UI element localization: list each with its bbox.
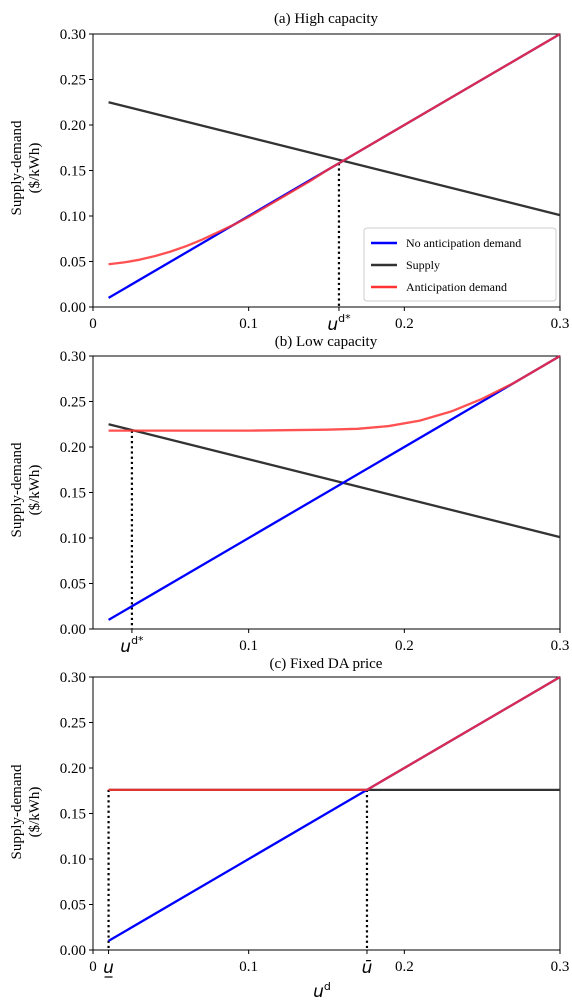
panel-a-ytick-label-3: 0.15 bbox=[60, 164, 86, 180]
panel-a-legend-box bbox=[363, 227, 557, 302]
panel-c-xtick-label-0: 0 bbox=[89, 959, 97, 975]
panel-a-legend: No anticipation demand Supply Anticipation… bbox=[363, 227, 557, 302]
panel-c-ytick-label-0: 0.00 bbox=[60, 943, 86, 959]
panel-a-xtick-label-1: 0.1 bbox=[239, 316, 258, 332]
panel-b-title: (b) Low capacity bbox=[275, 334, 378, 350]
panel-a-ylabel-line2: ($/kWh) bbox=[27, 143, 43, 194]
panel-b-plot: 0.00 0.05 0.10 0.15 0.20 0.25 0.30 0.1 0.2 0.3 ud* bbox=[60, 349, 570, 657]
panel-a-ytick-label-1: 0.05 bbox=[60, 255, 86, 271]
panel-b-xtick-label-2: 0.3 bbox=[551, 638, 570, 654]
panel-a-special-tick-label-0: ud* bbox=[327, 312, 351, 335]
panel-c-ylabel-line2: ($/kWh) bbox=[27, 787, 43, 838]
panel-c-ylabel-line1: Supply-demand bbox=[9, 764, 25, 859]
panel-c-series-anticipation-demand bbox=[108, 676, 561, 791]
panel-b-ytick-label-5: 0.25 bbox=[60, 395, 86, 411]
x-axis-label: ud bbox=[313, 980, 331, 1001]
panel-c-ytick-label-4: 0.20 bbox=[60, 761, 86, 777]
panel-c-special-tick-label-0: u bbox=[103, 958, 114, 978]
panel-c-ytick-label-1: 0.05 bbox=[60, 898, 86, 914]
panel-a-xtick-label-2: 0.2 bbox=[395, 316, 414, 332]
panel-b-ytick-label-3: 0.15 bbox=[60, 486, 86, 502]
panel-c-xtick-label-2: 0.2 bbox=[395, 959, 414, 975]
panel-a-ytick-label-2: 0.10 bbox=[60, 209, 86, 225]
panel-c-special-tick-label-0-main: u bbox=[103, 958, 114, 978]
panel-b-series-supply bbox=[108, 423, 561, 539]
x-axis-label-main: u bbox=[313, 982, 324, 1001]
panel-c-title: (c) Fixed DA price bbox=[270, 656, 383, 672]
panel-a-special-tick-label-0-sup: d* bbox=[338, 312, 351, 325]
panel-c-special-tick-label-1-main: ū bbox=[362, 958, 373, 978]
panel-b-special-tick-label-0: ud* bbox=[120, 634, 144, 657]
panel-a: (a) High capacity 0.000.050.100.150.200.… bbox=[9, 11, 569, 335]
panel-b-series-anticipation-demand bbox=[108, 355, 561, 432]
panel-a-legend-label-1: Supply bbox=[406, 258, 440, 272]
panel-c-ytick-label-3: 0.15 bbox=[60, 807, 86, 823]
panel-a-xtick-label-0: 0 bbox=[89, 316, 97, 332]
panel-b-ytick-label-0: 0.00 bbox=[60, 622, 86, 638]
panel-b: (b) Low capacity 0.00 0.05 0.10 0.15 0.20 0.2… bbox=[9, 334, 569, 657]
panel-a-xtick-label-3: 0.3 bbox=[551, 316, 570, 332]
x-axis-label-sup: d bbox=[324, 980, 331, 993]
panel-a-special-tick-label-0-main: u bbox=[327, 315, 338, 335]
panel-c-ytick-label-6: 0.30 bbox=[60, 670, 86, 686]
panel-c-ytick-label-2: 0.10 bbox=[60, 852, 86, 868]
panel-a-series-supply bbox=[108, 101, 561, 217]
panel-a-ytick-label-4: 0.20 bbox=[60, 118, 86, 134]
panel-c: (c) Fixed DA price 0.000.050.100.150.200… bbox=[9, 656, 569, 978]
panel-a-legend-label-2: Anticipation demand bbox=[406, 280, 507, 294]
panel-a-ylabel-line1: Supply-demand bbox=[9, 120, 25, 215]
panel-a-ytick-label-0: 0.00 bbox=[60, 300, 86, 316]
panel-b-ytick-label-6: 0.30 bbox=[60, 349, 86, 365]
panel-b-ytick-label-2: 0.10 bbox=[60, 531, 86, 547]
panel-c-special-tick-label-1: ū bbox=[362, 958, 373, 978]
panel-c-xtick-label-1: 0.1 bbox=[239, 959, 258, 975]
panel-b-ytick-label-4: 0.20 bbox=[60, 440, 86, 456]
panel-a-ytick-label-6: 0.30 bbox=[60, 27, 86, 43]
panel-c-xtick-label-3: 0.3 bbox=[551, 959, 570, 975]
panel-c-ytick-label-5: 0.25 bbox=[60, 716, 86, 732]
panel-a-legend-label-0: No anticipation demand bbox=[406, 236, 521, 250]
panel-b-xtick-label-0: 0.1 bbox=[239, 638, 258, 654]
panel-b-ylabel-line2: ($/kWh) bbox=[27, 465, 43, 516]
panel-b-ytick-label-1: 0.05 bbox=[60, 577, 86, 593]
panel-a-ytick-label-5: 0.25 bbox=[60, 73, 86, 89]
panel-b-special-tick-label-0-sup: d* bbox=[131, 634, 144, 647]
panel-b-xtick-label-1: 0.2 bbox=[395, 638, 414, 654]
panel-a-plot: 0.00 0.05 0.10 0.15 0.20 0.25 0.30 0 0.1 0.2 0.3 ud… bbox=[60, 27, 570, 335]
panel-b-special-tick-label-0-main: u bbox=[120, 637, 131, 657]
panel-c-plot: 0.00 0.05 0.10 0.15 0.20 0.25 0.30 0 0.1 0.2 0.3 u ū bbox=[60, 670, 570, 978]
panel-b-ylabel-line1: Supply-demand bbox=[9, 442, 25, 537]
panel-b-series-no-anticipation-demand bbox=[107, 355, 561, 621]
panel-a-title: (a) High capacity bbox=[274, 11, 379, 27]
panel-a-series-anticipation-demand bbox=[108, 33, 561, 266]
